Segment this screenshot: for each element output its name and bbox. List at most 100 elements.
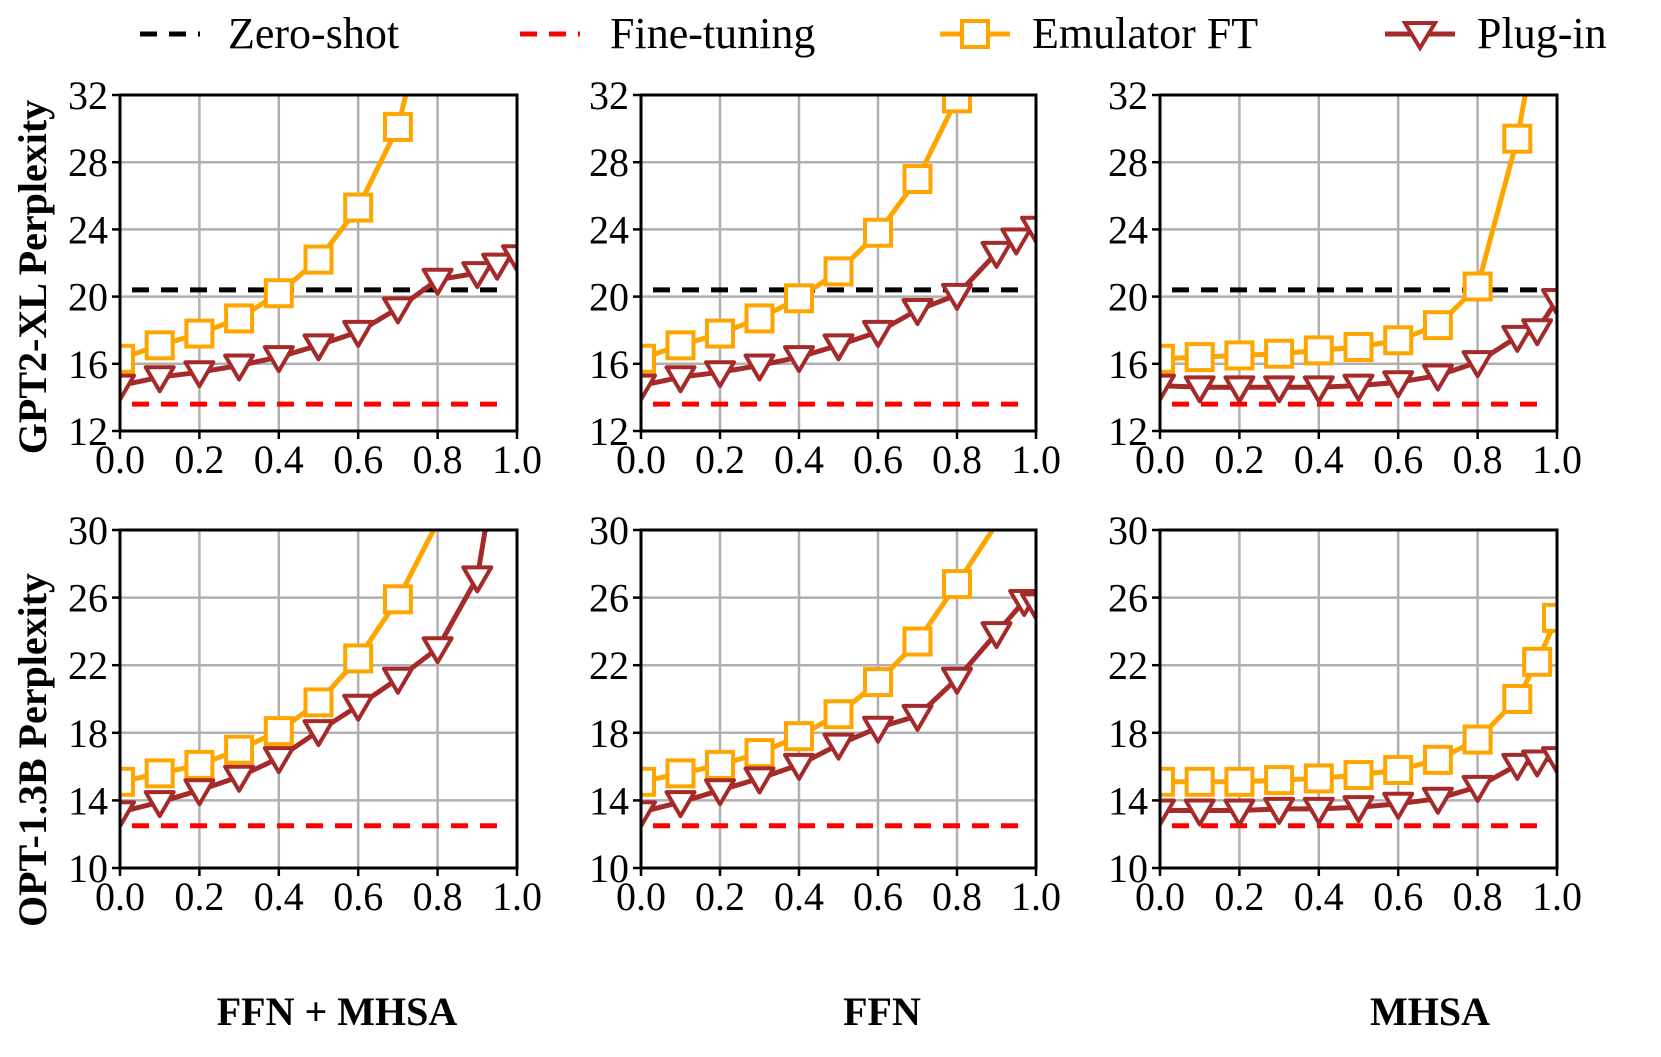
axes-frame bbox=[1158, 93, 1559, 433]
emulator-ft-series-line bbox=[1160, 616, 1557, 785]
x-tick-label: 0.0 bbox=[616, 437, 666, 482]
x-tick-label: 0.4 bbox=[254, 874, 304, 919]
x-tick-label: 0.8 bbox=[1453, 874, 1503, 919]
plug-in-marker bbox=[1461, 350, 1494, 379]
y-tick-label: 22 bbox=[589, 643, 629, 688]
y-tick-label: 28 bbox=[68, 140, 108, 185]
plug-in-marker bbox=[1223, 375, 1256, 404]
plug-in-marker bbox=[461, 565, 494, 594]
y-tick-label: 12 bbox=[589, 409, 629, 454]
emulator-ft-marker bbox=[784, 283, 814, 314]
x-tick-label: 0.2 bbox=[174, 437, 224, 482]
y-tick-label: 18 bbox=[1108, 711, 1148, 756]
plug-in-marker bbox=[342, 693, 375, 722]
emulator-ft-marker bbox=[382, 584, 413, 615]
x-tick-label: 0.2 bbox=[1214, 874, 1264, 919]
plug-in-marker bbox=[941, 282, 973, 311]
x-tick-label: 0.6 bbox=[1373, 437, 1423, 482]
emulator-ft-marker bbox=[1383, 754, 1414, 785]
emulator-ft-marker bbox=[184, 749, 215, 780]
fine-tuning-legend-label: Fine-tuning bbox=[610, 9, 815, 58]
x-tick-label: 0.6 bbox=[333, 874, 383, 919]
emulator-ft-marker bbox=[902, 626, 933, 657]
plug-in-marker bbox=[783, 752, 815, 781]
emulator-ft-marker bbox=[224, 734, 255, 765]
y-tick-label: 20 bbox=[1108, 275, 1148, 320]
emulator-ft-marker bbox=[1160, 766, 1175, 797]
x-tick-label: 0.4 bbox=[1294, 437, 1344, 482]
y-tick-label: 32 bbox=[1108, 73, 1148, 118]
plug-in-marker bbox=[143, 790, 176, 819]
emulator-ft-marker bbox=[1542, 602, 1557, 633]
plug-in-marker bbox=[1541, 746, 1557, 775]
y-tick-label: 32 bbox=[589, 73, 629, 118]
y-tick-label: 14 bbox=[1108, 778, 1148, 823]
x-tick-label: 0.0 bbox=[95, 437, 145, 482]
emulator-ft-series-line bbox=[641, 530, 995, 785]
emulator-ft-marker bbox=[343, 192, 374, 223]
plug-in-marker bbox=[743, 353, 776, 382]
emulator-ft-marker bbox=[263, 716, 294, 747]
plug-in-marker bbox=[381, 666, 414, 695]
plug-in-marker bbox=[183, 360, 216, 389]
y-tick-label: 16 bbox=[68, 342, 108, 387]
plot-area bbox=[120, 530, 501, 829]
x-tick-label: 0.0 bbox=[1135, 874, 1185, 919]
plug-in-marker bbox=[743, 766, 776, 795]
x-tick-label: 0.4 bbox=[254, 437, 304, 482]
legend: Zero-shot Fine-tuning Emulator FT Plug-i… bbox=[140, 9, 1607, 58]
x-tick-label: 1.0 bbox=[1011, 437, 1061, 482]
emulator-ft-marker bbox=[863, 217, 893, 248]
x-tick-label: 0.6 bbox=[333, 437, 383, 482]
emulator-ft-marker bbox=[382, 111, 413, 142]
x-tick-label: 0.8 bbox=[413, 874, 463, 919]
panel-gpt2-ffn: 0.0 0.2 0.4 0.6 0.8 1.0 12 16 20 24 28 32 bbox=[589, 73, 1061, 482]
emulator-ft-marker bbox=[1224, 766, 1255, 797]
plug-in-marker bbox=[862, 715, 894, 744]
y-tick-label: 10 bbox=[589, 846, 629, 891]
x-tick-label: 0.6 bbox=[1373, 874, 1423, 919]
plot-area bbox=[641, 530, 1036, 829]
emulator-ft-marker bbox=[224, 303, 255, 334]
plug-in-series-line bbox=[641, 225, 1036, 389]
emulator-ft-marker bbox=[1343, 332, 1374, 362]
emulator-ft-legend-marker bbox=[960, 19, 990, 49]
plug-in-marker bbox=[1382, 370, 1415, 399]
y-tick-label: 26 bbox=[589, 576, 629, 621]
emulator-ft-marker bbox=[1224, 340, 1255, 371]
x-tick-label: 0.2 bbox=[174, 874, 224, 919]
y-tick-label: 16 bbox=[1108, 342, 1148, 387]
emulator-ft-marker bbox=[1422, 310, 1453, 341]
y-tick-label: 12 bbox=[68, 409, 108, 454]
plug-in-marker bbox=[1223, 798, 1256, 827]
y-tick-label: 30 bbox=[589, 508, 629, 553]
emulator-ft-marker bbox=[1502, 684, 1533, 714]
emulator-ft-marker bbox=[1160, 343, 1175, 374]
plot-area bbox=[120, 95, 517, 407]
emulator-ft-marker bbox=[303, 244, 334, 275]
plug-in-marker bbox=[143, 365, 176, 394]
panel-opt-mhsa: 0.0 0.2 0.4 0.6 0.8 1.0 10 14 18 22 26 30 bbox=[1108, 508, 1582, 919]
emulator-ft-marker bbox=[744, 738, 775, 769]
plug-in-marker bbox=[1541, 287, 1557, 316]
emulator-ft-marker bbox=[863, 667, 893, 698]
row-label-gpt2-xl: GPT2-XL Perplexity bbox=[10, 100, 55, 454]
plug-in-marker bbox=[1342, 795, 1375, 824]
plug-in-legend-label: Plug-in bbox=[1477, 9, 1607, 58]
emulator-ft-marker bbox=[942, 569, 972, 600]
plug-in-marker bbox=[302, 333, 335, 362]
emulator-ft-marker bbox=[1462, 271, 1493, 302]
emulator-ft-marker bbox=[942, 95, 972, 114]
emulator-ft-marker bbox=[902, 164, 933, 194]
column-label-ffn-mhsa: FFN + MHSA bbox=[217, 989, 458, 1034]
y-tick-label: 26 bbox=[1108, 576, 1148, 621]
plug-in-marker bbox=[1263, 796, 1296, 825]
plug-in-marker bbox=[822, 732, 855, 761]
emulator-ft-marker bbox=[1383, 325, 1414, 356]
plug-in-marker bbox=[342, 319, 375, 348]
plug-in-marker bbox=[1521, 749, 1554, 778]
plug-in-marker bbox=[980, 621, 1013, 650]
emulator-ft-marker bbox=[823, 256, 854, 287]
x-tick-label: 0.6 bbox=[853, 874, 903, 919]
x-tick-label: 1.0 bbox=[1532, 437, 1582, 482]
